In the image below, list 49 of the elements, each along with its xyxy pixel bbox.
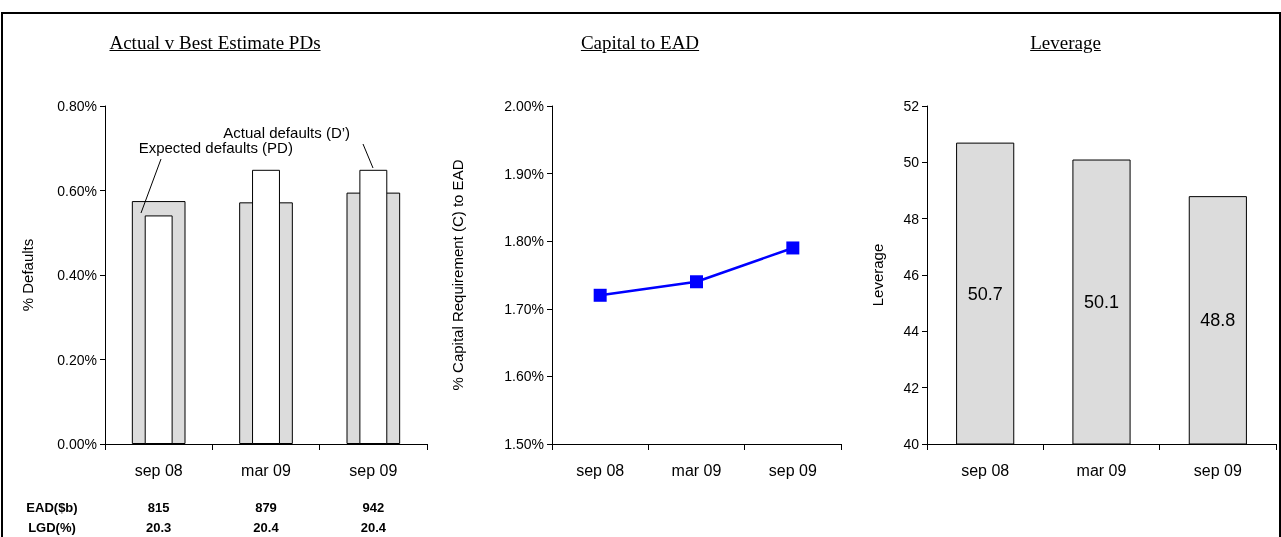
y-tick-label: 1.50%: [504, 436, 544, 452]
x-tick-label: sep 09: [768, 461, 817, 479]
data-label: 48.8: [1200, 310, 1236, 331]
y-tick-label: 42: [903, 379, 920, 396]
chart-title: Leverage: [1029, 32, 1102, 54]
y-tick-label: 0.20%: [57, 351, 97, 368]
y-tick-label: 0.40%: [57, 267, 97, 283]
text: 20.4: [360, 520, 386, 535]
point: [690, 275, 703, 289]
y-tick-label: 40: [903, 436, 920, 452]
y-tick-label: 1.60%: [504, 368, 544, 385]
y-tick-label: 1.70%: [504, 300, 544, 317]
y-tick-label: 50: [903, 154, 920, 171]
y-axis-title: % Defaults: [19, 238, 36, 312]
y-tick-label: 1.80%: [504, 233, 544, 250]
x-tick-label: sep 09: [349, 461, 398, 479]
text: EAD($b): [26, 500, 78, 515]
point: [593, 288, 607, 302]
x-tick-label: mar 09: [241, 461, 291, 479]
y-axis-title: Leverage: [869, 243, 886, 307]
chart-title: Capital to EAD: [579, 32, 701, 54]
data-label: 50.7: [967, 283, 1003, 304]
y-tick-label: 1.90%: [504, 165, 544, 182]
text: 879: [255, 500, 277, 515]
x-tick-label: mar 09: [671, 461, 722, 479]
text: 815: [147, 500, 170, 515]
x-tick-label: sep 08: [961, 461, 1010, 479]
y-tick-label: 44: [903, 323, 920, 340]
point: [786, 241, 800, 255]
data-label: 50.1: [1083, 292, 1120, 313]
text: 942: [362, 500, 385, 515]
y-tick-label: 0.80%: [57, 98, 97, 114]
y-tick-label: 2.00%: [504, 98, 544, 114]
y-tick-label: 0.60%: [57, 182, 97, 199]
y-tick-label: 48: [903, 210, 920, 227]
text: LGD(%): [28, 520, 76, 535]
x-tick-label: sep 08: [134, 461, 183, 479]
text: 20.4: [253, 520, 279, 535]
y-tick-label: 46: [903, 267, 920, 283]
y-tick-label: 52: [903, 98, 920, 114]
text: Expected defaults (PD): [138, 139, 293, 157]
text: Actual defaults (D’): [223, 123, 351, 141]
chart-title: Actual v Best Estimate PDs: [108, 32, 322, 54]
y-tick-label: 0.00%: [57, 436, 97, 452]
y-axis-title: % Capital Requirement (C) to EAD: [449, 159, 466, 391]
x-tick-label: sep 09: [1193, 461, 1242, 479]
x-tick-label: mar 09: [1076, 461, 1127, 479]
x-tick-label: sep 08: [576, 461, 625, 479]
text: 20.3: [146, 520, 172, 535]
